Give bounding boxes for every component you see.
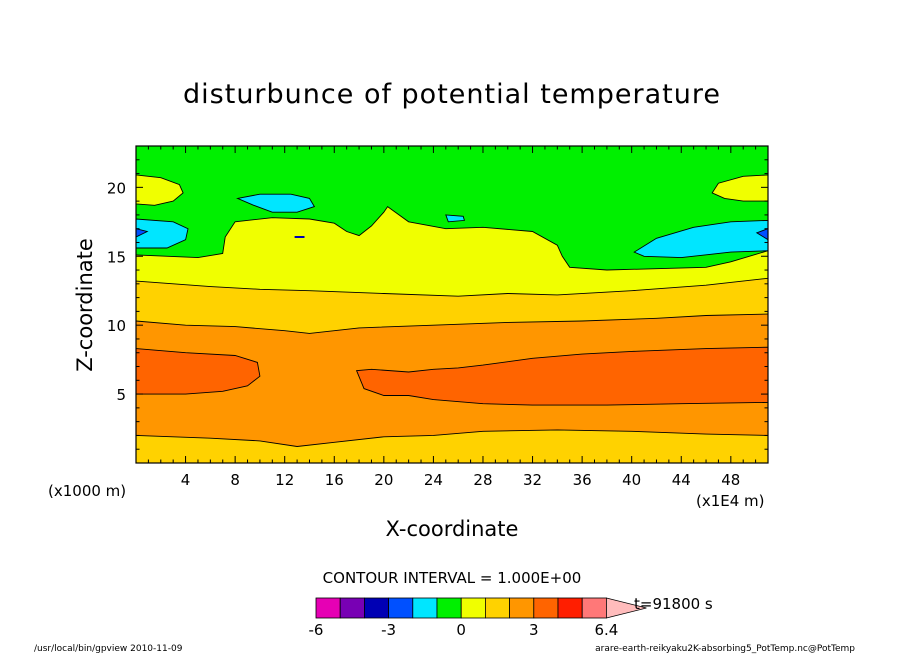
colorbar-tick-label: -3	[381, 621, 396, 639]
colorbar-swatch	[412, 597, 438, 619]
y-tick-label: 20	[107, 179, 126, 197]
colorbar: -6 -3 0 3 6.4	[309, 597, 647, 639]
y-axis-label: Z-coordinate	[73, 238, 97, 372]
contour-island-6	[445, 214, 465, 223]
colorbar-tick-label: 6.4	[594, 621, 618, 639]
contour-interval-label: CONTOUR INTERVAL = 1.000E+00	[323, 569, 582, 587]
colorbar-swatch	[581, 597, 607, 619]
plot-frame	[135, 145, 769, 464]
colorbar-tick-label: 0	[456, 621, 466, 639]
contour-island-9	[755, 228, 768, 241]
contour-island-5	[136, 218, 189, 249]
x-axis-label: X-coordinate	[386, 517, 519, 541]
x-tick-label: 20	[374, 471, 393, 489]
contour-island-2	[136, 174, 184, 206]
colorbar-swatch	[460, 597, 486, 619]
time-label: t=91800 s	[634, 595, 713, 613]
x-tick-label: 12	[275, 471, 294, 489]
colorbar-swatch	[388, 597, 414, 619]
footer-left: /usr/local/bin/gpview 2010-11-09	[34, 644, 183, 654]
x-tick-label: 48	[721, 471, 740, 489]
contour-island-3	[711, 174, 768, 202]
x-tick-label: 32	[523, 471, 542, 489]
contour-island-4	[236, 193, 316, 213]
y-unit-note: (x1000 m)	[48, 482, 126, 500]
contour-island-7	[633, 219, 768, 259]
colorbar-swatch	[339, 597, 365, 619]
chart-title: disturbunce of potential temperature	[183, 79, 721, 110]
footer-right: arare-earth-reikyaku2K-absorbing5_PotTem…	[595, 644, 855, 654]
colorbar-overflow-triangle	[606, 597, 647, 619]
colorbar-tick-label: 3	[529, 621, 539, 639]
y-tick-label: 15	[107, 248, 126, 266]
contour-island-8	[136, 228, 149, 238]
contour-line-2	[136, 313, 768, 334]
x-tick-label: 8	[230, 471, 240, 489]
colorbar-tick-label: -6	[309, 621, 324, 639]
y-tick-label: 5	[116, 386, 126, 404]
y-tick-label: 10	[107, 317, 126, 335]
x-tick-label: 44	[672, 471, 691, 489]
colorbar-swatch	[363, 597, 389, 619]
colorbar-swatch	[509, 597, 535, 619]
colorbar-swatch	[484, 597, 510, 619]
x-tick-label: 36	[573, 471, 592, 489]
x-tick-label: 16	[325, 471, 344, 489]
band-light-orange-lower	[136, 429, 768, 463]
colorbar-swatch	[436, 597, 462, 619]
x-tick-label: 40	[622, 471, 641, 489]
contour-island-0	[136, 348, 261, 395]
contour-line-1	[136, 277, 768, 297]
contour-island-1	[355, 346, 768, 406]
x-tick-label: 28	[473, 471, 492, 489]
x-tick-label: 4	[181, 471, 191, 489]
x-unit-note: (x1E4 m)	[696, 492, 765, 510]
contour-line-minus1	[136, 205, 768, 271]
colorbar-swatch	[557, 597, 583, 619]
colorbar-swatch	[315, 597, 341, 619]
x-tick-label: 24	[424, 471, 443, 489]
contour-line-1-lower	[136, 429, 768, 447]
colorbar-swatch	[533, 597, 559, 619]
